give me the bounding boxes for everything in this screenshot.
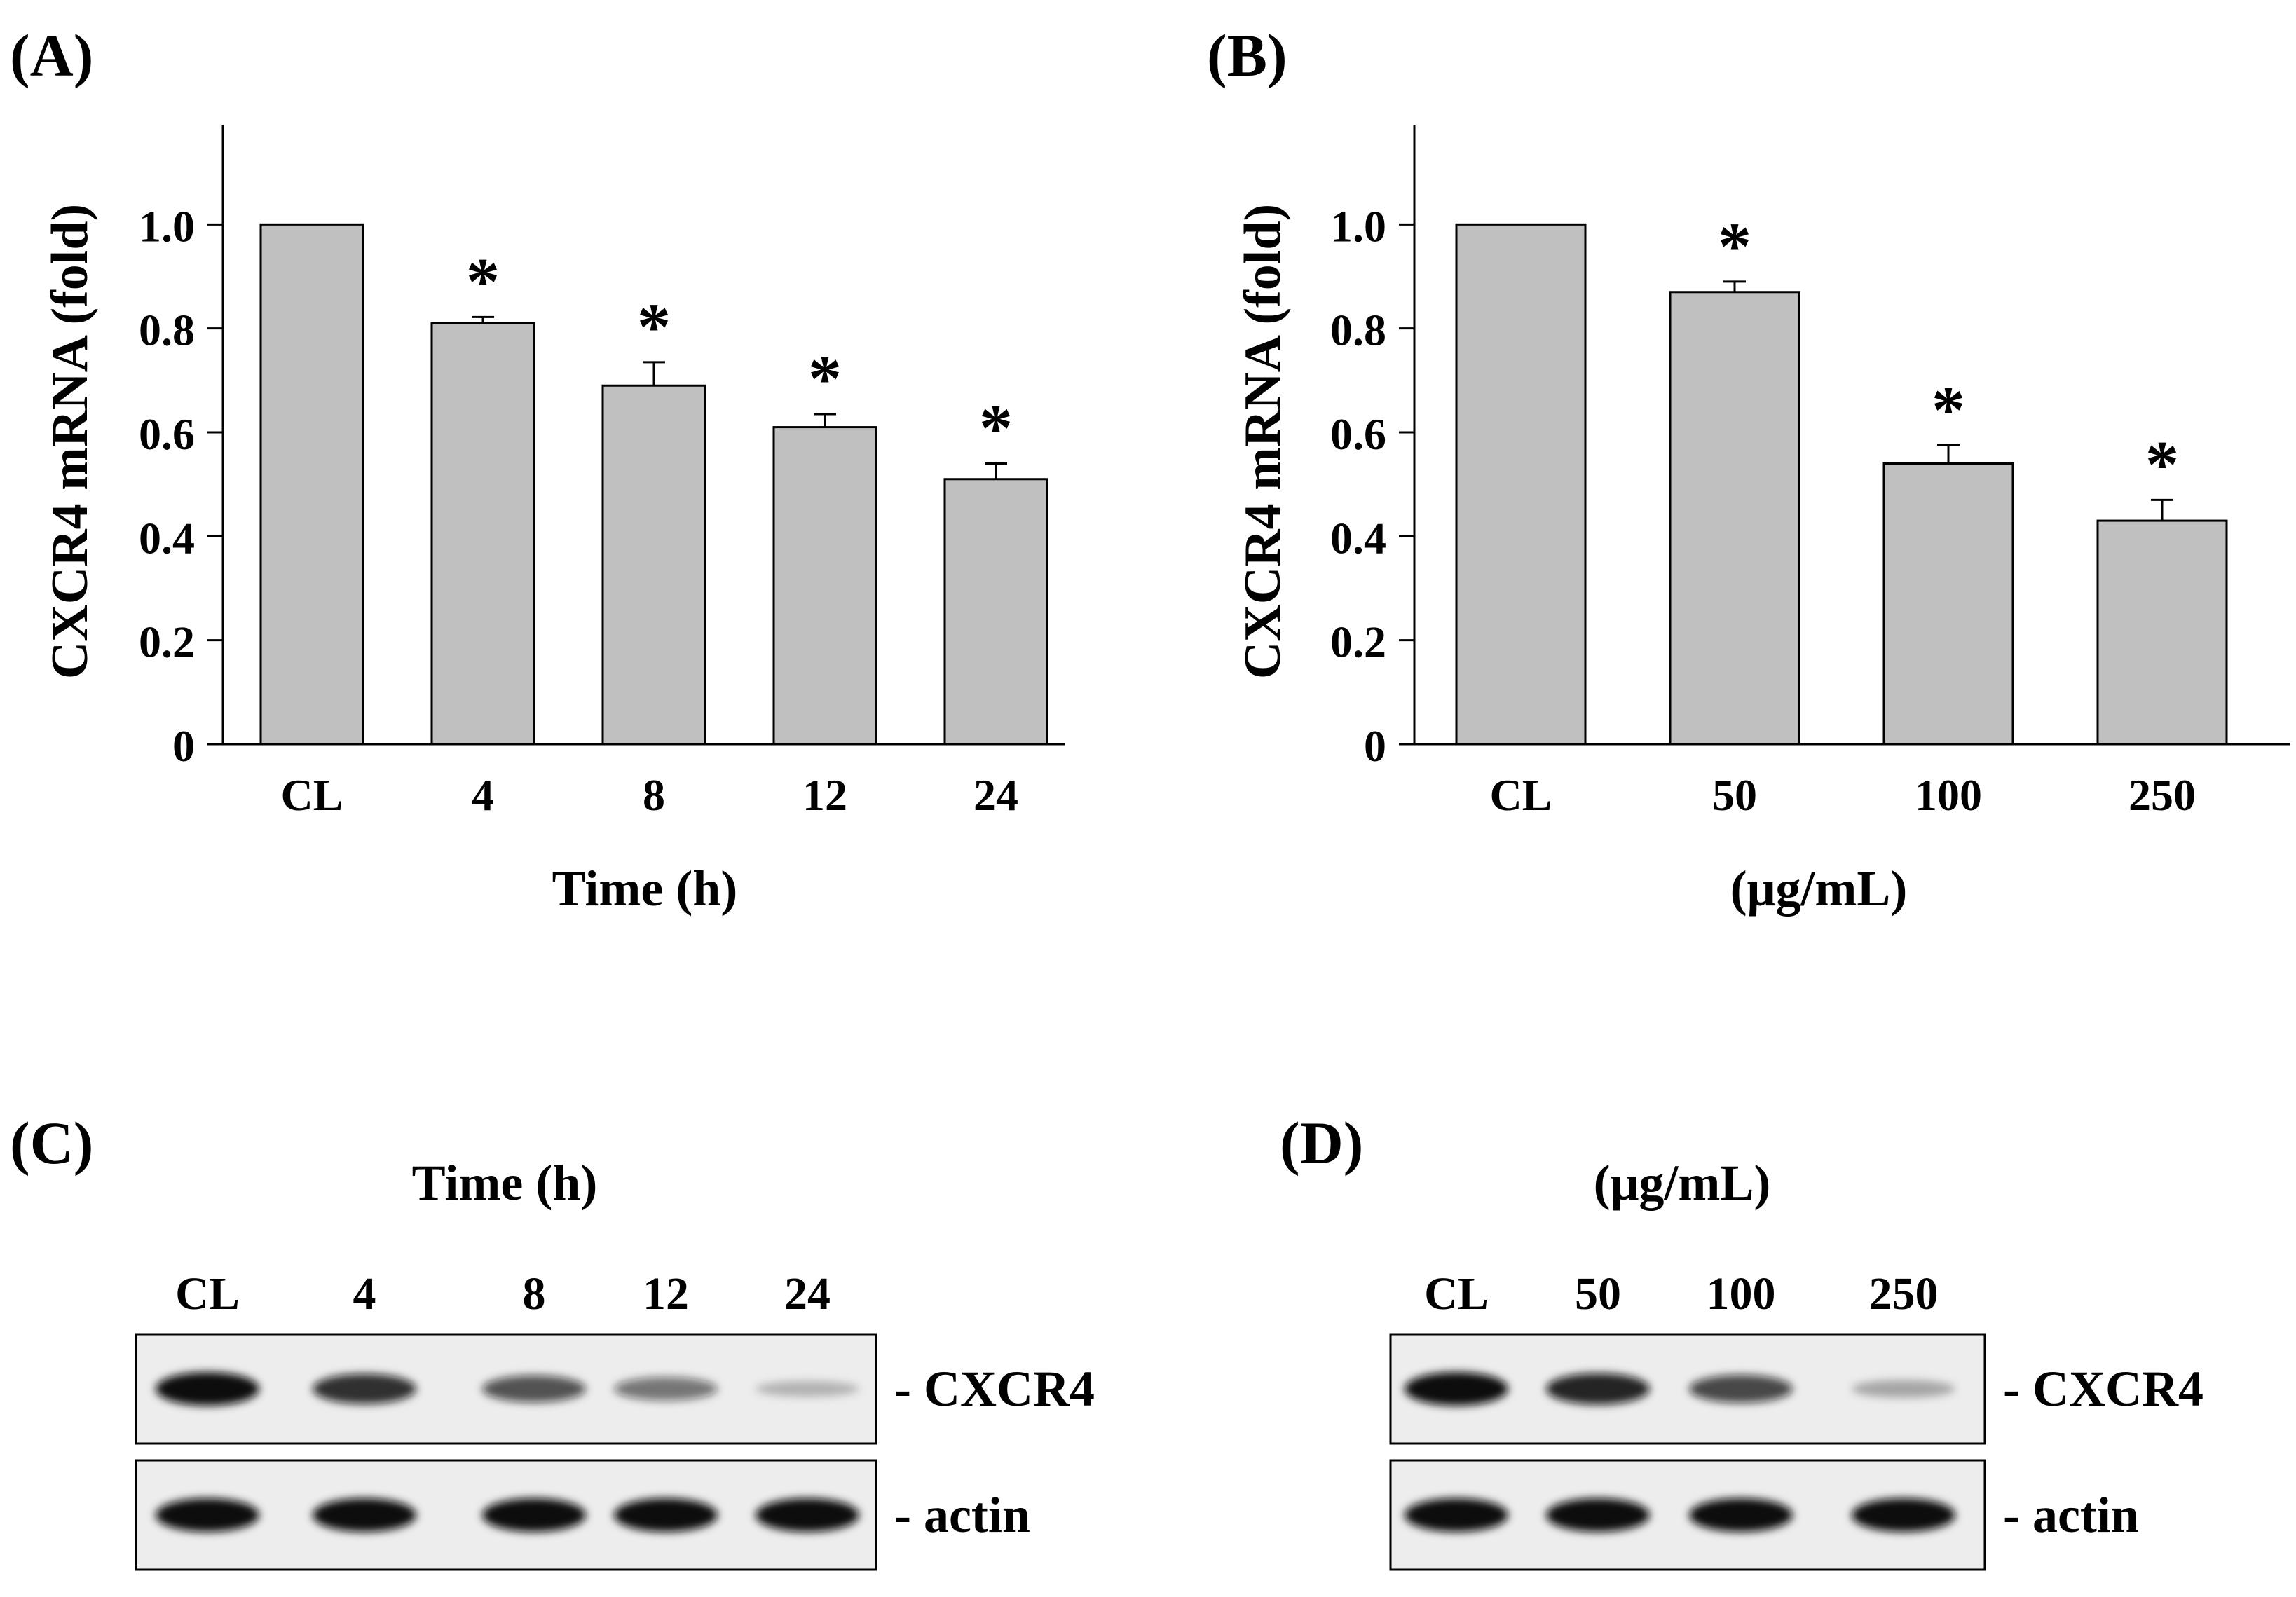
lane-label: 4	[353, 1268, 376, 1320]
blot-band	[1405, 1372, 1508, 1406]
x-tick-label: 4	[472, 770, 494, 820]
panel-c-label: (C)	[10, 1109, 93, 1177]
lane-label: 100	[1707, 1268, 1776, 1320]
lane-label: 24	[784, 1268, 831, 1320]
y-tick-label: 0.4	[1330, 513, 1386, 563]
panel-a-bars: CL * 4 * 8 * 12 * 24	[259, 223, 1048, 820]
panel-b-xlabel: (μg/mL)	[1730, 861, 1908, 917]
blot-row-label: - CXCR4	[2003, 1361, 2203, 1417]
y-tick-label: 0	[1364, 721, 1386, 771]
blot-band	[756, 1498, 859, 1532]
significance-marker: *	[466, 244, 500, 319]
panel-c-header: Time (h)	[412, 1155, 598, 1211]
x-tick-label: CL	[1490, 770, 1552, 820]
blot-band	[313, 1373, 416, 1404]
y-tick-label: 0.8	[139, 306, 195, 355]
significance-marker: *	[1718, 209, 1751, 284]
lane-label: 8	[523, 1268, 546, 1320]
significance-marker: *	[979, 391, 1013, 466]
panel-b-label: (B)	[1207, 22, 1287, 89]
y-tick-label: 0.2	[139, 617, 195, 667]
blot-band	[482, 1498, 586, 1532]
lane-label: 12	[643, 1268, 689, 1320]
lane-label: 250	[1869, 1268, 1939, 1320]
bar	[259, 223, 364, 746]
blot-band	[1689, 1375, 1793, 1403]
panel-d-header: (μg/mL)	[1594, 1155, 1771, 1211]
panel-d-label: (D)	[1280, 1109, 1363, 1177]
panel-c-western-blot: CL 4 8 12 24 - CXCR4 - actin	[135, 1268, 1095, 1571]
blot-band	[756, 1380, 859, 1397]
panel-b-axes	[1413, 125, 2290, 746]
blot-band	[1852, 1380, 1955, 1398]
blot-band	[156, 1372, 259, 1406]
bar	[601, 384, 706, 746]
bar	[1455, 223, 1587, 746]
panel-b-y-ticks: 0 0.2 0.4 0.6 0.8 1.0	[1330, 201, 1414, 771]
panel-d-western-blot: CL 50 100 250 - CXCR4 - actin	[1389, 1268, 2203, 1571]
bar	[2096, 519, 2228, 746]
blot-band	[156, 1498, 259, 1532]
panel-c: (C) Time (h) CL 4 8 12 24 - CXCR4 - actin	[10, 1109, 1095, 1571]
bar	[943, 478, 1048, 746]
lane-label: CL	[1424, 1268, 1489, 1320]
blot-band	[482, 1375, 586, 1403]
x-tick-label: 8	[643, 770, 665, 820]
significance-marker: *	[1932, 373, 1965, 448]
panel-a-xlabel: Time (h)	[552, 861, 738, 917]
significance-marker: *	[637, 289, 671, 364]
blot-row-label: - actin	[2003, 1487, 2139, 1543]
blot-band	[1405, 1498, 1508, 1532]
panel-a-ylabel: CXCR4 mRNA (fold)	[41, 204, 99, 679]
bar	[772, 426, 877, 746]
y-tick-label: 0.6	[1330, 409, 1386, 459]
blot-band	[614, 1498, 718, 1532]
blot-band	[1546, 1498, 1650, 1532]
lane-label: CL	[175, 1268, 240, 1320]
x-tick-label: 100	[1915, 770, 1982, 820]
blot-band	[1689, 1498, 1793, 1532]
blot-row-label: - CXCR4	[894, 1361, 1095, 1417]
x-tick-label: 24	[973, 770, 1018, 820]
bar	[1882, 462, 2014, 746]
bar	[1669, 291, 1800, 746]
blot-row-label: - actin	[894, 1487, 1030, 1543]
x-tick-label: 250	[2128, 770, 2196, 820]
panel-b-ylabel: CXCR4 mRNA (fold)	[1234, 204, 1292, 679]
significance-marker: *	[808, 341, 842, 416]
panel-d: (D) (μg/mL) CL 50 100 250 - CXCR4 - actin	[1280, 1109, 2203, 1571]
y-tick-label: 0.4	[139, 513, 195, 563]
y-tick-label: 0.6	[139, 409, 195, 459]
y-tick-label: 0.8	[1330, 306, 1386, 355]
panel-a-axes	[221, 125, 1065, 746]
y-tick-label: 0	[172, 721, 195, 771]
panel-a-label: (A)	[10, 22, 93, 89]
blot-band	[1852, 1498, 1955, 1532]
blot-band	[614, 1377, 718, 1401]
panel-a: (A) CXCR4 mRNA (fold) 0 0.2 0.4 0.6 0.8 1.0 C…	[10, 22, 1065, 917]
panel-b: (B) CXCR4 mRNA (fold) 0 0.2 0.4 0.6 0.8 1.0 C…	[1207, 22, 2290, 917]
y-tick-label: 1.0	[1330, 201, 1386, 251]
blot-band	[1546, 1373, 1650, 1405]
y-tick-label: 0.2	[1330, 617, 1386, 667]
x-tick-label: 12	[802, 770, 847, 820]
significance-marker: *	[2145, 427, 2179, 502]
panel-b-bars: CL * 50 * 100 * 250	[1455, 209, 2228, 820]
panel-a-y-ticks: 0 0.2 0.4 0.6 0.8 1.0	[139, 201, 223, 771]
lane-label: 50	[1575, 1268, 1621, 1320]
x-tick-label: 50	[1712, 770, 1757, 820]
blot-band	[313, 1498, 416, 1532]
bar	[430, 322, 535, 746]
x-tick-label: CL	[281, 770, 343, 820]
y-tick-label: 1.0	[139, 201, 195, 251]
